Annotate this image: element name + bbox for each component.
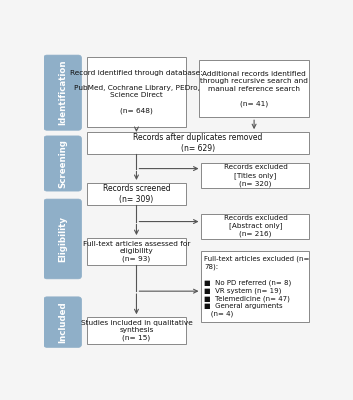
FancyBboxPatch shape: [43, 55, 82, 130]
Text: Eligibility: Eligibility: [58, 216, 67, 262]
FancyBboxPatch shape: [86, 132, 310, 154]
FancyBboxPatch shape: [202, 251, 310, 322]
Text: Records excluded
[Titles only]
(n= 320): Records excluded [Titles only] (n= 320): [223, 164, 287, 187]
Text: Identification: Identification: [58, 60, 67, 126]
FancyBboxPatch shape: [86, 57, 186, 126]
FancyBboxPatch shape: [202, 214, 310, 239]
Text: Full-text articles assessed for
eligibility
(n= 93): Full-text articles assessed for eligibil…: [83, 241, 190, 262]
FancyBboxPatch shape: [202, 163, 310, 188]
Text: Studies included in qualitative
synthesis
(n= 15): Studies included in qualitative synthesi…: [80, 320, 192, 342]
Text: Records screened
(n= 309): Records screened (n= 309): [103, 184, 170, 204]
Text: Records after duplicates removed
(n= 629): Records after duplicates removed (n= 629…: [133, 133, 263, 153]
FancyBboxPatch shape: [86, 183, 186, 205]
FancyBboxPatch shape: [43, 199, 82, 279]
Text: Records excluded
[Abstract only]
(n= 216): Records excluded [Abstract only] (n= 216…: [223, 215, 287, 238]
FancyBboxPatch shape: [199, 60, 310, 117]
Text: Additional records identified
through recursive search and
manual reference sear: Additional records identified through re…: [200, 70, 308, 107]
FancyBboxPatch shape: [43, 297, 82, 347]
FancyBboxPatch shape: [86, 317, 186, 344]
FancyBboxPatch shape: [86, 238, 186, 265]
Text: Full-text articles excluded (n=
78):

■  No PD referred (n= 8)
■  VR system (n= : Full-text articles excluded (n= 78): ■ N…: [204, 256, 310, 318]
Text: Record identified through database:

PubMed, Cochrane Library, PEDro,
Science Di: Record identified through database: PubM…: [70, 70, 203, 114]
Text: Included: Included: [58, 301, 67, 343]
FancyBboxPatch shape: [43, 136, 82, 191]
Text: Screening: Screening: [58, 139, 67, 188]
